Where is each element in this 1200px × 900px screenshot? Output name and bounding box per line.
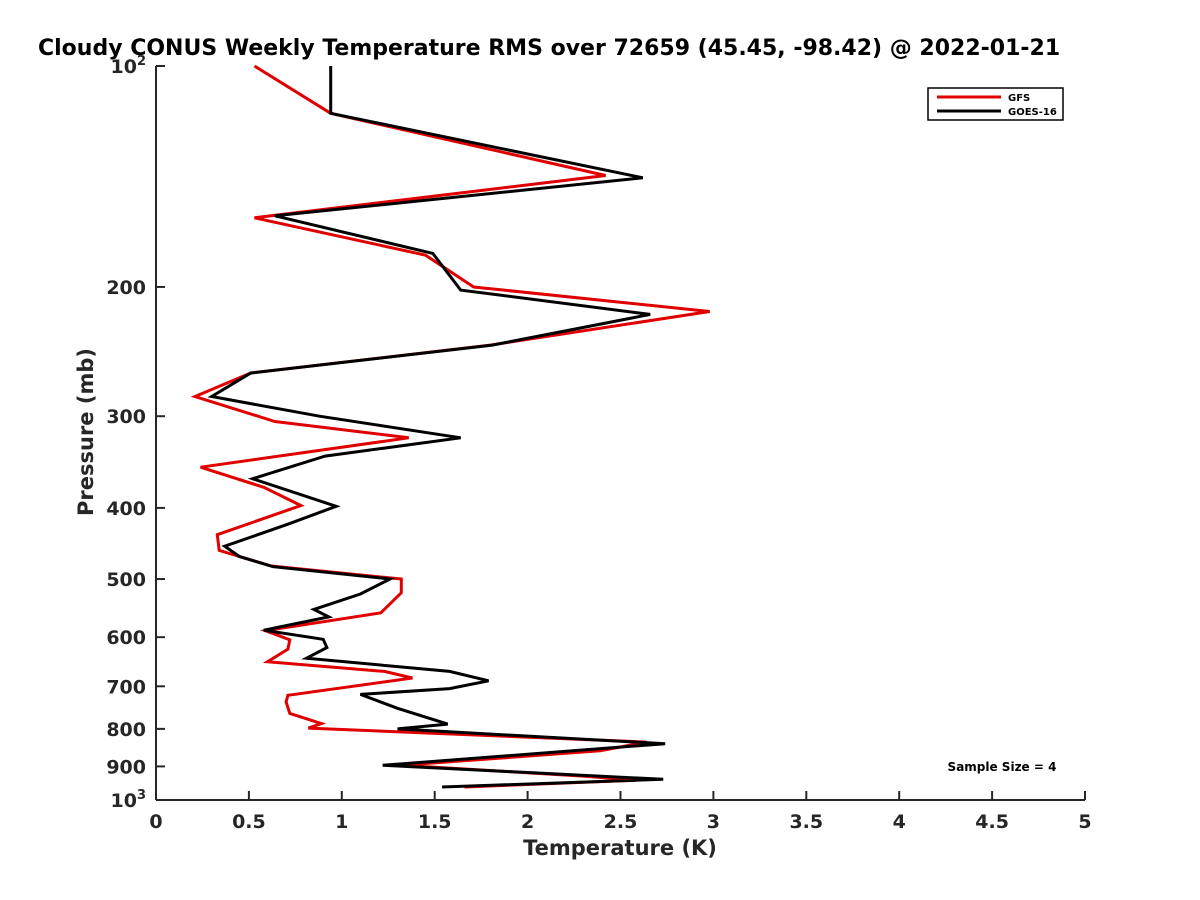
x-tick-label: 4 [893,811,906,833]
sample-size-annotation: Sample Size = 4 [948,760,1057,774]
x-tick-label: 3.5 [789,811,823,833]
legend-label: GOES-16 [1008,107,1057,118]
y-tick-label: 300 [106,406,146,428]
y-tick-label: 400 [106,498,146,520]
y-tick-label: 200 [106,277,146,299]
y-tick-label: 600 [106,627,146,649]
y-tick-label: 700 [106,676,146,698]
x-tick-label: 1 [335,811,348,833]
y-tick-label: 500 [106,569,146,591]
y-axis-label: Pressure (mb) [74,348,98,516]
x-tick-label: 3 [707,811,720,833]
x-tick-label: 2.5 [604,811,638,833]
x-tick-label: 0.5 [232,811,266,833]
legend-label: GFS [1008,93,1030,104]
y-tick-label: 900 [106,756,146,778]
x-tick-label: 5 [1078,811,1091,833]
x-tick-label: 2 [521,811,534,833]
y-tick-label: 103 [111,788,147,812]
legend-box [927,87,1064,121]
plot-area: 0 0.5 1 1.5 2 2.5 3 3.5 4 4.5 5 102 200 300 400 500 600 7… [106,54,1091,833]
series-line-gfs [190,64,710,789]
x-tick-label: 4.5 [975,811,1009,833]
chart-title: Cloudy CONUS Weekly Temperature RMS over… [38,36,1060,61]
x-tick-label: 1.5 [418,811,452,833]
x-axis-label: Temperature (K) [523,836,717,860]
legend: GFS GOES-16 [927,87,1064,121]
axes-layer: 0 0.5 1 1.5 2 2.5 3 3.5 4 4.5 5 102 200 300 400 500 600 7… [106,54,1091,833]
y-tick-label: 102 [111,54,147,78]
series-layer [190,64,710,789]
series-line-goes-16 [207,66,666,789]
x-tick-label: 0 [149,811,162,833]
y-tick-label: 800 [106,719,146,741]
